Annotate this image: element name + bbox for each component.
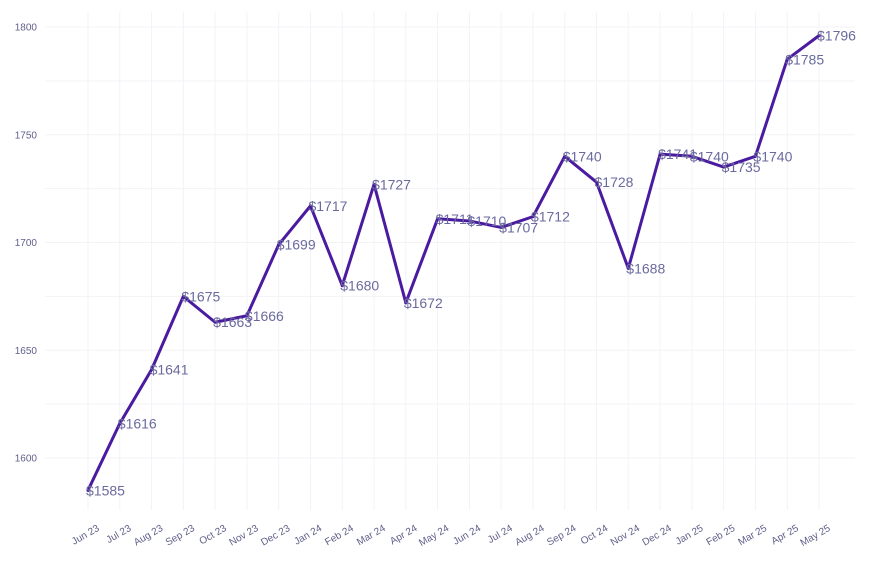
data-point [626,266,630,270]
x-tick-label: Feb 25 [705,523,738,548]
data-label: $1672 [404,295,443,311]
data-label: $1699 [277,237,316,253]
data-label: $1740 [563,148,602,164]
x-tick-label: Apr 24 [388,523,419,547]
data-point [531,215,535,219]
data-label: $1663 [213,314,252,330]
data-label: $1735 [722,159,761,175]
data-point [213,320,217,324]
y-tick-label: 1800 [15,23,38,34]
series-line [86,34,821,492]
data-point [436,217,440,221]
y-tick-label: 1600 [15,454,38,465]
x-tick-label: Jun 24 [451,523,483,548]
data-label: $1666 [245,308,284,324]
series-line-group [86,34,821,492]
y-axis: 1600 1650 1700 1750 1800 [15,23,38,465]
x-tick-label: Dec 24 [641,523,674,549]
data-point [340,284,344,288]
data-point [118,422,122,426]
y-tick-label: 1650 [15,346,38,357]
data-point [372,182,376,186]
data-point [690,154,694,158]
x-tick-label: Jan 24 [292,523,324,548]
data-point [658,152,662,156]
data-point [150,368,154,372]
x-tick-label: Aug 24 [514,523,547,549]
x-tick-label: Jul 23 [105,523,134,546]
data-point [86,488,90,492]
data-label: $1740 [690,148,729,164]
x-tick-label: Oct 24 [579,523,610,547]
x-tick-label: Feb 24 [323,523,356,548]
data-point [499,225,503,229]
data-point [181,294,185,298]
y-tick-label: 1700 [15,238,38,249]
data-label: $1740 [753,148,792,164]
data-label: $1585 [86,482,125,498]
x-tick-label: Aug 23 [132,523,165,549]
data-label: $1728 [595,174,634,190]
grid [45,12,855,510]
data-point [308,204,312,208]
data-label: $1796 [817,28,856,44]
x-tick-label: Nov 24 [609,523,642,549]
data-label: $1741 [658,146,697,162]
data-point [753,154,757,158]
x-tick-label: Jan 25 [674,523,706,548]
data-point [277,243,281,247]
data-point [467,219,471,223]
data-point [563,154,567,158]
data-label: $1711 [436,211,474,227]
data-label: $1616 [118,416,157,432]
x-tick-label: Jun 23 [70,523,102,548]
data-label: $1785 [785,51,824,67]
data-point [817,34,821,38]
x-tick-label: Jul 24 [486,523,515,546]
data-label: $1675 [181,288,220,304]
x-tick-label: Sep 24 [545,523,578,549]
x-tick-label: May 25 [799,523,833,549]
data-label: $1707 [499,219,538,235]
data-point [245,314,249,318]
data-label: $1717 [308,198,347,214]
data-label: $1710 [467,213,506,229]
data-label: $1641 [150,362,189,378]
x-tick-label: Mar 25 [736,523,769,548]
data-label: $1712 [531,209,570,225]
data-point [785,57,789,61]
x-tick-label: Oct 23 [198,523,229,547]
x-tick-label: Sep 23 [164,523,197,549]
x-tick-label: Dec 23 [259,523,292,549]
data-labels: $1585 $1616 $1641 $1675 $1663$1666 $1699 $1717… [86,28,856,499]
data-point [722,165,726,169]
data-label: $1727 [372,176,411,192]
y-tick-label: 1750 [15,130,38,141]
data-label: $1688 [626,260,665,276]
x-tick-label: Nov 23 [227,523,260,549]
x-tick-label: May 24 [417,523,451,549]
data-point [404,301,408,305]
data-point [595,180,599,184]
x-tick-label: Mar 24 [355,523,388,548]
x-tick-label: Apr 25 [770,523,801,547]
data-label: $1680 [340,278,379,294]
